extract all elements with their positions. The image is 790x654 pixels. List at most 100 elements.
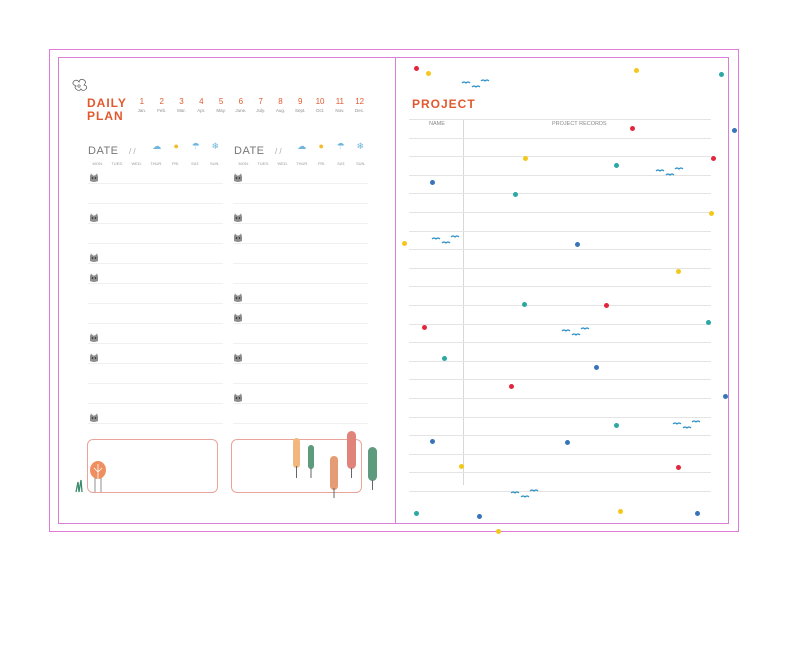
month-abbr: Sept. — [295, 108, 306, 113]
planner-line[interactable] — [88, 343, 223, 344]
cat-face-icon — [234, 353, 242, 362]
planner-line[interactable] — [88, 243, 223, 244]
confetti-dot — [676, 465, 681, 470]
birds-icon — [510, 489, 539, 498]
sun-icon: ● — [173, 141, 179, 151]
planner-line[interactable] — [233, 403, 368, 404]
confetti-dot — [522, 302, 527, 307]
date-header-right: DATE / / MON. TUES. WED. THUR. FRI. SAT. SUN. — [234, 141, 371, 166]
month-item[interactable]: 5 May. — [211, 97, 231, 115]
table-row-line[interactable] — [409, 491, 711, 492]
planner-line[interactable] — [88, 183, 223, 184]
date-label: DATE — [88, 145, 119, 157]
month-number: 9 — [298, 97, 303, 106]
rain-cloud-icon: ☂ — [336, 141, 345, 151]
planner-line[interactable] — [88, 263, 223, 264]
table-row-line[interactable] — [409, 267, 711, 269]
table-row-line[interactable] — [409, 174, 711, 176]
table-row-line[interactable] — [409, 119, 711, 120]
confetti-dot — [594, 365, 599, 370]
cat-face-icon — [90, 253, 98, 262]
month-number: 3 — [179, 97, 184, 106]
month-abbr: Aug. — [275, 108, 286, 113]
table-row-line[interactable] — [409, 193, 711, 195]
month-number: 12 — [355, 97, 365, 106]
planner-line[interactable] — [233, 203, 368, 204]
confetti-dot — [630, 126, 635, 131]
month-item[interactable]: 12 Dec. — [350, 97, 370, 115]
planner-line[interactable] — [233, 363, 368, 364]
date-separator: / / — [128, 147, 136, 156]
note-box-left[interactable] — [87, 439, 218, 493]
table-row-line[interactable] — [409, 360, 711, 362]
birds-icon — [561, 327, 590, 336]
planner-line[interactable] — [88, 203, 223, 204]
planner-line[interactable] — [88, 363, 223, 364]
table-row-line[interactable] — [409, 230, 711, 232]
planner-line[interactable] — [233, 423, 368, 424]
confetti-dot — [509, 384, 514, 389]
month-item[interactable]: 7 July. — [251, 97, 271, 115]
planner-line[interactable] — [233, 183, 368, 184]
cat-face-icon — [234, 213, 242, 222]
confetti-dot — [711, 156, 716, 161]
table-row-line[interactable] — [409, 156, 711, 158]
confetti-dot — [676, 269, 681, 274]
confetti-dot — [614, 423, 619, 428]
month-abbr: Oct. — [315, 108, 325, 113]
planner-line[interactable] — [233, 303, 368, 304]
table-row-line[interactable] — [409, 323, 711, 325]
month-item[interactable]: 6 June. — [231, 97, 251, 115]
weekday-row: MON. TUES. WED. THUR. FRI. SAT. SUN. — [88, 161, 225, 166]
table-row-line[interactable] — [409, 137, 711, 139]
table-row-line[interactable] — [409, 212, 711, 213]
confetti-dot — [695, 511, 700, 516]
confetti-dot — [430, 439, 435, 444]
planner-line[interactable] — [233, 283, 368, 284]
month-item[interactable]: 10 Oct. — [310, 97, 330, 115]
planner-line[interactable] — [233, 263, 368, 264]
planner-line[interactable] — [233, 383, 368, 384]
table-row-line[interactable] — [409, 398, 711, 399]
date-header-left: DATE / / MON. TUES. WED. THUR. FRI. SAT. SUN. — [88, 141, 225, 166]
month-abbr: Feb. — [157, 108, 167, 113]
weekday-label: SAT. — [191, 161, 200, 166]
table-row-line[interactable] — [409, 416, 711, 418]
planner-line[interactable] — [233, 223, 368, 224]
cat-face-icon — [234, 293, 242, 302]
planner-line[interactable] — [88, 423, 223, 424]
month-item[interactable]: 4 Apr. — [191, 97, 211, 115]
planner-line[interactable] — [88, 323, 223, 324]
month-item[interactable]: 11 Nov. — [330, 97, 350, 115]
planner-line[interactable] — [233, 243, 368, 244]
planner-line[interactable] — [233, 323, 368, 324]
cat-face-icon — [90, 353, 98, 362]
planner-line[interactable] — [88, 303, 223, 304]
month-item[interactable]: 3 Mar. — [172, 97, 192, 115]
snowflake-icon: ❄ — [356, 141, 365, 151]
tree-illustration-left — [75, 461, 106, 493]
table-row-line[interactable] — [409, 342, 711, 344]
planner-line[interactable] — [233, 343, 368, 344]
table-row-line[interactable] — [409, 472, 711, 474]
month-item[interactable]: 8 Aug. — [271, 97, 291, 115]
month-item[interactable]: 9 Sept. — [290, 97, 310, 115]
table-row-line[interactable] — [409, 435, 711, 437]
planner-line[interactable] — [88, 223, 223, 224]
table-row-line[interactable] — [409, 305, 711, 306]
month-selector: 1 Jan. 2 Feb. 3 Mar. 4 Apr. 5 May. 6 June. 7 July. 8 Au… — [132, 97, 370, 115]
weather-row-right: ☁ ● ☂ ❄ — [292, 140, 370, 152]
table-row-line[interactable] — [409, 379, 711, 381]
weekday-label: TUES. — [111, 161, 124, 166]
table-row-line[interactable] — [409, 453, 711, 455]
table-row-line[interactable] — [409, 249, 711, 251]
month-number: 2 — [159, 97, 164, 106]
planner-line[interactable] — [88, 403, 223, 404]
month-item[interactable]: 1 Jan. — [132, 97, 152, 115]
planner-line[interactable] — [88, 283, 223, 284]
table-row-line[interactable] — [409, 286, 711, 288]
column-header-name: NAME — [429, 121, 445, 127]
planner-line[interactable] — [88, 383, 223, 384]
month-item[interactable]: 2 Feb. — [152, 97, 172, 115]
cat-face-icon — [90, 273, 98, 282]
